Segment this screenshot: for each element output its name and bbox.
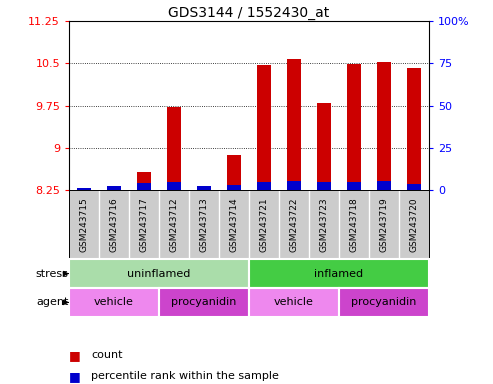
- Bar: [77, 187, 91, 190]
- Bar: [159, 288, 249, 317]
- Text: agent: agent: [36, 297, 69, 308]
- Text: GSM243721: GSM243721: [259, 197, 269, 252]
- Bar: [107, 186, 121, 190]
- Bar: [107, 186, 121, 190]
- Text: GSM243718: GSM243718: [350, 197, 358, 252]
- Bar: [257, 65, 271, 190]
- Bar: [69, 259, 249, 288]
- Text: ■: ■: [69, 349, 81, 362]
- Text: stress: stress: [35, 268, 69, 279]
- Text: GSM243712: GSM243712: [170, 197, 178, 252]
- Text: GSM243722: GSM243722: [289, 197, 298, 252]
- Bar: [347, 182, 361, 190]
- Text: procyanidin: procyanidin: [351, 297, 417, 308]
- Bar: [197, 187, 211, 190]
- Bar: [347, 64, 361, 190]
- Text: GSM243719: GSM243719: [380, 197, 388, 252]
- Text: inflamed: inflamed: [315, 268, 363, 279]
- Text: GSM243713: GSM243713: [200, 197, 209, 252]
- Bar: [287, 181, 301, 190]
- Text: procyanidin: procyanidin: [171, 297, 237, 308]
- Bar: [317, 103, 331, 190]
- Bar: [227, 185, 241, 190]
- Title: GDS3144 / 1552430_at: GDS3144 / 1552430_at: [168, 6, 330, 20]
- Text: vehicle: vehicle: [94, 297, 134, 308]
- Bar: [377, 181, 390, 190]
- Bar: [287, 60, 301, 190]
- Bar: [77, 189, 91, 190]
- Bar: [407, 184, 421, 190]
- Text: ■: ■: [69, 370, 81, 383]
- Text: GSM243716: GSM243716: [109, 197, 118, 252]
- Text: GSM243723: GSM243723: [319, 197, 328, 252]
- Bar: [227, 155, 241, 190]
- Text: GSM243714: GSM243714: [229, 197, 239, 252]
- Bar: [257, 182, 271, 190]
- Bar: [377, 62, 390, 190]
- Bar: [407, 68, 421, 190]
- Bar: [249, 259, 429, 288]
- Text: GSM243715: GSM243715: [79, 197, 89, 252]
- Bar: [167, 182, 181, 190]
- Text: GSM243717: GSM243717: [140, 197, 148, 252]
- Text: GSM243720: GSM243720: [409, 197, 419, 252]
- Text: vehicle: vehicle: [274, 297, 314, 308]
- Bar: [197, 186, 211, 190]
- Bar: [249, 288, 339, 317]
- Text: uninflamed: uninflamed: [127, 268, 191, 279]
- Text: percentile rank within the sample: percentile rank within the sample: [91, 371, 279, 381]
- Bar: [167, 107, 181, 190]
- Bar: [137, 172, 151, 190]
- Bar: [137, 183, 151, 190]
- Bar: [339, 288, 429, 317]
- Bar: [69, 288, 159, 317]
- Bar: [317, 182, 331, 190]
- Text: count: count: [91, 350, 123, 360]
